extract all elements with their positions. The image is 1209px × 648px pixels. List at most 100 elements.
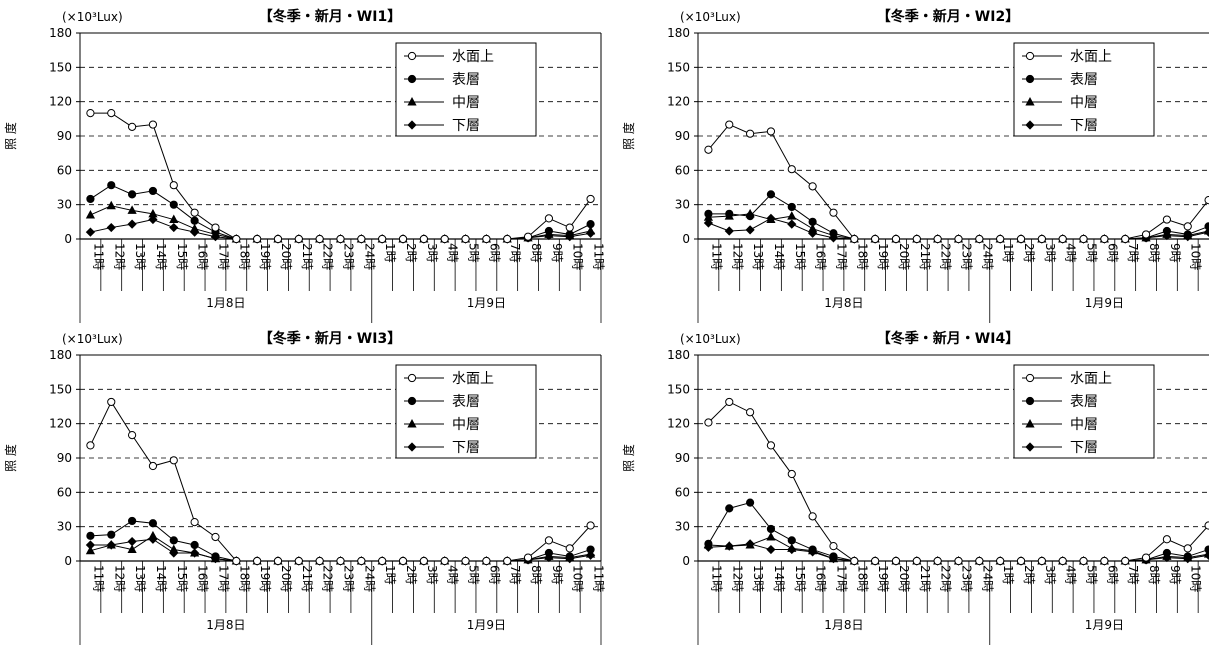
y-tick-label: 30 xyxy=(57,520,72,534)
data-point xyxy=(1204,222,1209,231)
x-tick-label: 21時 xyxy=(300,243,314,270)
data-point xyxy=(850,234,859,244)
x-tick-label: 19時 xyxy=(258,243,272,270)
data-point xyxy=(1058,556,1067,566)
data-point xyxy=(1183,544,1192,553)
group-label: 1月9日 xyxy=(1085,296,1124,310)
x-tick-label: 16時 xyxy=(196,565,210,592)
data-point xyxy=(1121,234,1130,244)
data-point xyxy=(1141,553,1151,562)
data-point xyxy=(1183,230,1192,239)
data-point xyxy=(766,531,776,541)
y-tick-label: 120 xyxy=(49,95,72,109)
data-point xyxy=(169,456,178,465)
data-point xyxy=(996,234,1005,244)
data-point xyxy=(1025,97,1035,106)
data-point xyxy=(106,222,116,233)
data-point xyxy=(808,217,817,226)
y-tick-label: 90 xyxy=(57,451,72,465)
data-point xyxy=(745,225,755,235)
chart-title: 【冬季・新月・WI4】 xyxy=(877,330,1019,347)
x-tick-label: 4時 xyxy=(446,565,460,585)
data-point xyxy=(787,211,797,220)
data-point xyxy=(1058,234,1067,244)
legend-label: 中層 xyxy=(1070,95,1098,111)
x-tick-label: 20時 xyxy=(897,565,911,592)
data-point xyxy=(1079,556,1088,566)
x-tick-label: 5時 xyxy=(1085,565,1099,585)
data-point xyxy=(419,234,428,244)
series-line xyxy=(708,193,1209,240)
x-tick-label: 19時 xyxy=(876,243,890,270)
y-axis-label: 照 度 xyxy=(3,122,18,150)
data-point xyxy=(407,97,417,106)
y-tick-label: 0 xyxy=(64,554,72,568)
data-point xyxy=(975,234,984,244)
data-point xyxy=(808,512,817,521)
data-point xyxy=(407,373,417,383)
data-point xyxy=(1037,556,1046,566)
x-tick-label: 22時 xyxy=(321,243,335,270)
data-point xyxy=(190,223,200,233)
data-point xyxy=(1025,51,1035,61)
x-tick-label: 1時 xyxy=(383,243,397,263)
data-point xyxy=(407,120,417,130)
legend-label: 下層 xyxy=(452,440,480,456)
x-tick-label: 23時 xyxy=(960,243,974,270)
data-point xyxy=(128,516,137,526)
x-tick-label: 13時 xyxy=(133,565,147,592)
unit-label: (×10³Lux) xyxy=(62,332,123,346)
legend-label: 表層 xyxy=(1070,394,1098,410)
x-tick-label: 6時 xyxy=(1105,243,1119,263)
x-tick-label: 4時 xyxy=(1064,243,1078,263)
data-point xyxy=(1100,556,1109,566)
x-tick-label: 8時 xyxy=(529,565,543,585)
data-point xyxy=(190,517,199,527)
y-axis-label: 照 度 xyxy=(621,122,636,150)
legend-box xyxy=(395,42,537,137)
x-tick-label: 11時 xyxy=(91,565,105,592)
legend-label: 下層 xyxy=(452,118,480,134)
x-tick-label: 4時 xyxy=(1064,565,1078,585)
legend-label: 下層 xyxy=(1070,440,1098,456)
data-point xyxy=(273,234,283,244)
data-point xyxy=(1204,545,1209,554)
group-label: 1月9日 xyxy=(467,618,506,632)
x-tick-label: 3時 xyxy=(425,565,439,585)
data-point xyxy=(86,194,95,204)
chart-title: 【冬季・新月・WI3】 xyxy=(259,330,401,347)
y-tick-label: 180 xyxy=(49,348,72,362)
x-tick-label: 6時 xyxy=(487,243,501,263)
x-tick-label: 11時 xyxy=(592,565,606,592)
data-point xyxy=(253,556,262,566)
data-point xyxy=(787,165,796,174)
data-point xyxy=(912,556,921,566)
x-tick-label: 19時 xyxy=(876,565,890,592)
data-point xyxy=(86,531,95,540)
y-tick-label: 180 xyxy=(667,348,690,362)
data-point xyxy=(107,109,116,118)
data-point xyxy=(787,469,796,479)
x-tick-label: 12時 xyxy=(730,243,744,270)
group-label: 1月8日 xyxy=(206,296,245,310)
legend-label: 水面上 xyxy=(1070,371,1112,387)
data-point xyxy=(725,120,734,129)
x-tick-label: 13時 xyxy=(751,565,765,592)
legend-box xyxy=(395,364,537,459)
data-point xyxy=(190,540,199,550)
chart-title: 【冬季・新月・WI2】 xyxy=(877,8,1019,25)
x-tick-label: 18時 xyxy=(237,565,251,592)
chart-title: 【冬季・新月・WI1】 xyxy=(259,8,401,25)
x-tick-label: 23時 xyxy=(342,565,356,592)
data-point xyxy=(1204,521,1209,530)
x-tick-label: 21時 xyxy=(918,243,932,270)
data-point xyxy=(829,552,838,561)
data-point xyxy=(745,539,755,549)
data-point xyxy=(1037,234,1046,244)
x-tick-label: 19時 xyxy=(258,565,272,592)
x-tick-label: 18時 xyxy=(855,565,869,592)
x-tick-label: 2時 xyxy=(1022,565,1036,585)
data-point xyxy=(523,553,533,562)
data-point xyxy=(127,219,137,229)
data-point xyxy=(440,234,449,244)
